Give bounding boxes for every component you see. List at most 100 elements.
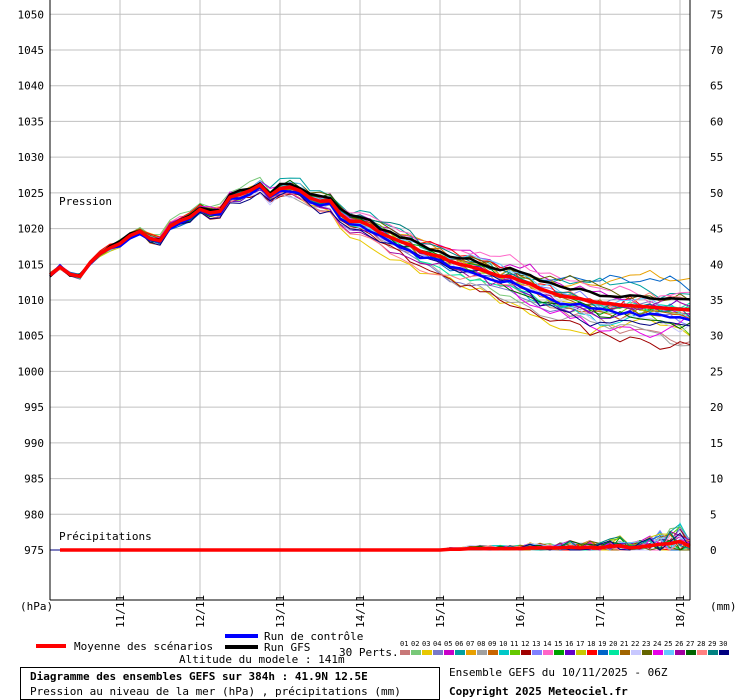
perturbation-swatch xyxy=(653,650,663,655)
chart-subtitle: Pression au niveau de la mer (hPa) , pré… xyxy=(30,685,401,698)
perturbation-id: 15 xyxy=(554,640,562,648)
left-tick-label: 975 xyxy=(24,544,44,557)
perturbation-swatch xyxy=(598,650,608,655)
right-axis-unit: (mm) xyxy=(710,600,737,613)
right-tick-label: 20 xyxy=(710,401,723,414)
chart-title: Diagramme des ensembles GEFS sur 384h : … xyxy=(30,670,368,683)
perturbation-line xyxy=(49,190,691,327)
left-tick-label: 1010 xyxy=(18,294,45,307)
pressure-label: Pression xyxy=(59,195,112,208)
perturbation-id: 06 xyxy=(455,640,463,648)
perturbation-swatch xyxy=(411,650,421,655)
perturbation-id: 16 xyxy=(565,640,573,648)
perturbation-line xyxy=(49,185,691,321)
left-tick-label: 985 xyxy=(24,473,44,486)
perturbation-line xyxy=(49,180,691,318)
perturbation-swatch xyxy=(631,650,641,655)
perturbation-id: 24 xyxy=(653,640,661,648)
perturbation-id: 12 xyxy=(521,640,529,648)
perturbation-id: 21 xyxy=(620,640,628,648)
perturbation-id: 29 xyxy=(708,640,716,648)
title-box: Diagramme des ensembles GEFS sur 384h : … xyxy=(20,667,440,700)
ensemble-run-text: Ensemble GEFS du 10/11/2025 - 06Z xyxy=(449,666,668,679)
perts-label: 30 Perts. xyxy=(339,646,399,659)
perturbation-line xyxy=(49,187,691,346)
perturbation-line xyxy=(49,183,691,316)
x-tick-label: 15/11 xyxy=(434,595,447,628)
perturbation-id: 28 xyxy=(697,640,705,648)
x-tick-label: 14/11 xyxy=(354,595,367,628)
left-tick-label: 1040 xyxy=(18,80,45,93)
perturbation-swatch xyxy=(455,650,465,655)
control-legend-label: Run de contrôle xyxy=(264,630,363,643)
perturbation-id: 14 xyxy=(543,640,551,648)
perturbation-id: 10 xyxy=(499,640,507,648)
perturbation-id: 04 xyxy=(433,640,441,648)
perturbation-line xyxy=(49,179,691,329)
perturbation-swatch xyxy=(609,650,619,655)
x-tick-label: 18/11 xyxy=(674,595,687,628)
left-tick-label: 1045 xyxy=(18,44,45,57)
perturbation-id: 03 xyxy=(422,640,430,648)
perturbation-swatch xyxy=(620,650,630,655)
left-tick-label: 1035 xyxy=(18,115,45,128)
perturbation-id: 05 xyxy=(444,640,452,648)
perturbation-id: 13 xyxy=(532,640,540,648)
perturbation-swatch xyxy=(576,650,586,655)
left-tick-label: 1020 xyxy=(18,223,45,236)
perturbation-swatch xyxy=(664,650,674,655)
perturbation-swatch xyxy=(565,650,575,655)
x-tick-label: 12/11 xyxy=(194,595,207,628)
perturbation-swatch xyxy=(719,650,729,655)
perturbation-id: 18 xyxy=(587,640,595,648)
left-tick-label: 1015 xyxy=(18,258,45,271)
left-tick-label: 990 xyxy=(24,437,44,450)
right-tick-label: 35 xyxy=(710,294,723,307)
left-tick-label: 995 xyxy=(24,401,44,414)
perturbation-id: 02 xyxy=(411,640,419,648)
mean-legend-label: Moyenne des scénarios xyxy=(74,640,213,653)
left-tick-label: 1025 xyxy=(18,187,45,200)
perturbation-id: 08 xyxy=(477,640,485,648)
right-tick-label: 40 xyxy=(710,258,723,271)
perturbation-line xyxy=(49,192,691,350)
perturbation-line xyxy=(49,182,691,318)
perturbation-swatch xyxy=(697,650,707,655)
perturbation-id: 09 xyxy=(488,640,496,648)
perturbation-id: 01 xyxy=(400,640,408,648)
perturbation-swatch xyxy=(466,650,476,655)
perturbation-id: 27 xyxy=(686,640,694,648)
perturbation-swatch xyxy=(708,650,718,655)
right-tick-label: 15 xyxy=(710,437,723,450)
perturbation-swatch xyxy=(444,650,454,655)
right-tick-label: 5 xyxy=(710,508,717,521)
right-tick-label: 10 xyxy=(710,473,723,486)
perturbation-id: 19 xyxy=(598,640,606,648)
perturbation-swatch xyxy=(642,650,652,655)
x-tick-label: 11/11 xyxy=(114,595,127,628)
perturbation-line xyxy=(49,184,691,336)
precip-mean-line xyxy=(60,539,691,552)
perturbation-id: 17 xyxy=(576,640,584,648)
right-tick-label: 55 xyxy=(710,151,723,164)
perturbation-id: 25 xyxy=(664,640,672,648)
right-tick-label: 70 xyxy=(710,44,723,57)
perturbation-swatch xyxy=(554,650,564,655)
perturbation-swatch xyxy=(686,650,696,655)
perturbation-id: 30 xyxy=(719,640,727,648)
perturbation-swatch xyxy=(521,650,531,655)
right-tick-label: 25 xyxy=(710,365,723,378)
perturbation-id: 22 xyxy=(631,640,639,648)
perturbation-swatch xyxy=(510,650,520,655)
perturbation-swatch xyxy=(477,650,487,655)
right-tick-label: 75 xyxy=(710,8,723,21)
perturbation-line xyxy=(49,181,691,302)
perturbation-lines xyxy=(49,176,691,552)
perturbation-swatch xyxy=(675,650,685,655)
perturbation-swatch xyxy=(543,650,553,655)
right-tick-label: 50 xyxy=(710,187,723,200)
grid xyxy=(50,0,690,600)
right-tick-label: 0 xyxy=(710,544,717,557)
